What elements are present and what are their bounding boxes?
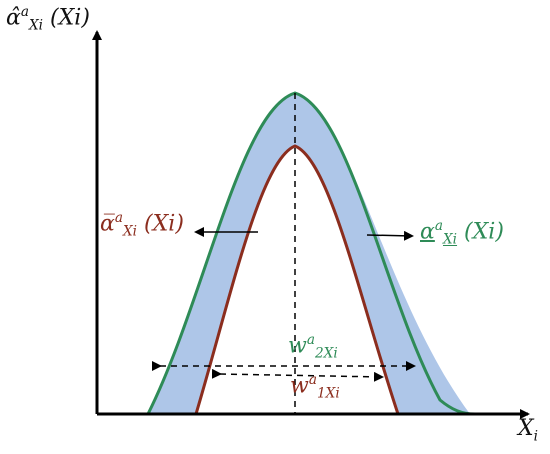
- uncertainty-band: [148, 93, 470, 414]
- upper-membership-curve: [146, 91, 476, 416]
- w2-width-label: wa2Xi: [288, 332, 338, 362]
- x-axis-label: Xi: [518, 416, 539, 445]
- y-axis-label: α̂aXi (Xi): [6, 4, 90, 34]
- w1-width-label: wa1Xi: [290, 372, 340, 402]
- lower-membership-curve: [194, 144, 400, 415]
- upper-curve-label: αaXi (Xi): [420, 218, 504, 248]
- upper-label-pointer-arrow: [366, 230, 414, 241]
- w1-width-arrow: [211, 368, 384, 382]
- lower-curve-label: α̅aXi (Xi): [100, 210, 184, 240]
